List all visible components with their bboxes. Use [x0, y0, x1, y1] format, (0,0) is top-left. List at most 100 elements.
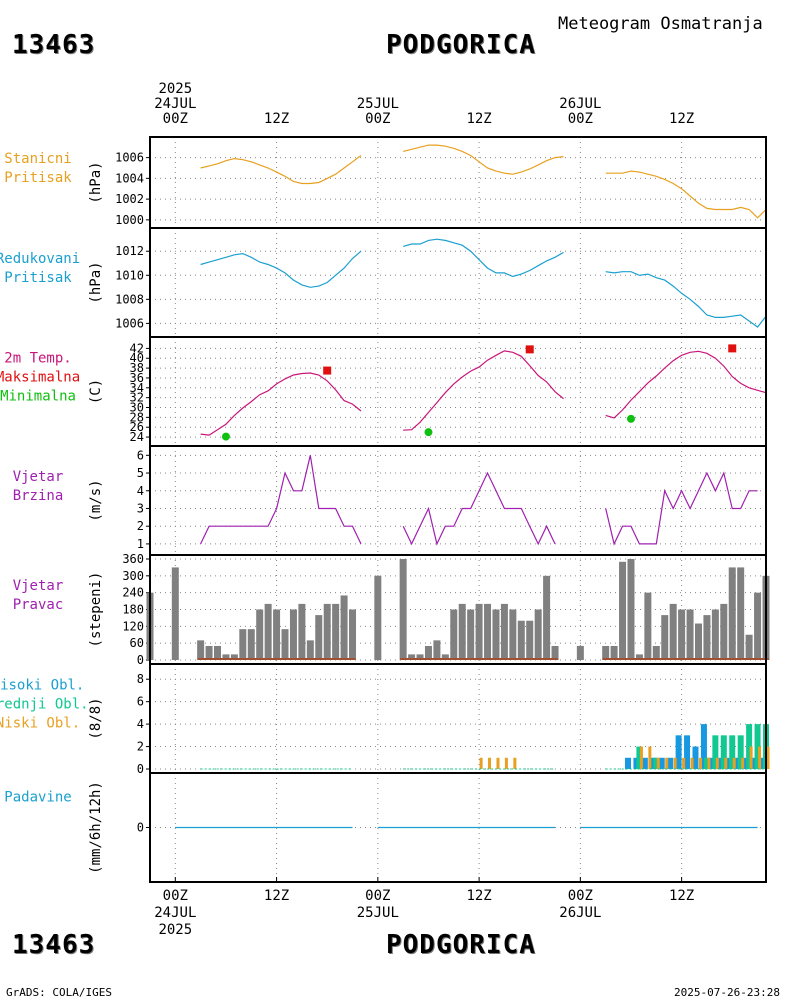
wind-direction-bar [484, 603, 492, 660]
wind-direction-bar [610, 645, 618, 660]
wind-direction-bar [306, 640, 314, 660]
cloud-bar [504, 757, 508, 769]
y-tick-label: 1 [137, 537, 144, 551]
panel-label: Pritisak [4, 270, 72, 286]
time-label-bottom: 12Z [264, 888, 289, 904]
wind-direction-bar [458, 603, 466, 660]
wind-direction-bar [644, 592, 652, 660]
wind-direction-bar [323, 603, 331, 660]
y-tick-label: 0 [137, 821, 144, 835]
wind-direction-bar [754, 592, 762, 660]
cloud-bar [749, 746, 753, 769]
wind-direction-bar [576, 645, 584, 660]
panel-frame [149, 663, 767, 774]
y-tick-label: 1010 [115, 268, 144, 282]
cloud-bar [766, 746, 770, 769]
panel-label: Pravac [13, 597, 64, 613]
wind-direction-bar [214, 645, 222, 660]
time-label-bottom: 2025 [158, 922, 192, 938]
panel-label: Vjetar [13, 578, 64, 594]
max-temp-marker [323, 366, 332, 375]
panel-wind-direction: 0 60 120 180 240 300 360 Vjetar Pravac (stepeni) [13, 552, 770, 667]
panel-label: Redukovani [0, 251, 80, 267]
wind-direction-bar [711, 609, 719, 660]
wind-direction-bar [652, 645, 660, 660]
panel-label: 2m Temp. [4, 351, 71, 367]
y-tick-label: 60 [130, 636, 144, 650]
time-label-top: 00Z [365, 111, 390, 127]
wind-direction-bar [340, 595, 348, 660]
wind-direction-bar [256, 609, 264, 660]
wind-direction-bar [171, 567, 179, 660]
panel-frame [149, 336, 767, 447]
y-tick-label: 1008 [115, 292, 144, 306]
wind-direction-bar [635, 654, 643, 660]
y-tick-label: 32 [130, 391, 144, 405]
panel-label: Padavine [4, 790, 71, 806]
station-name-bottom: PODGORICA [386, 930, 536, 960]
y-tick-label: 180 [122, 603, 144, 617]
panel-unit: (mm/6h/12h) [88, 781, 104, 874]
y-tick-label: 0 [137, 762, 144, 776]
series-line [200, 372, 362, 436]
panel-frame [149, 445, 767, 556]
y-tick-label: 34 [130, 381, 144, 395]
cloud-bar [496, 757, 500, 769]
panel-label: Maksimalna [0, 370, 80, 386]
wind-direction-bar [247, 629, 255, 660]
y-tick-label: 120 [122, 619, 144, 633]
y-tick-label: 2 [137, 740, 144, 754]
cloud-bar [665, 757, 669, 769]
time-label-top: 00Z [568, 111, 593, 127]
y-tick-label: 1006 [115, 316, 144, 330]
max-temp-marker [525, 345, 534, 354]
wind-direction-bar [678, 609, 686, 660]
y-tick-label: 28 [130, 410, 144, 424]
time-label-top: 12Z [264, 111, 289, 127]
cloud-bar [700, 724, 707, 769]
wind-direction-bar [703, 615, 711, 660]
cloud-bar [653, 757, 660, 769]
cloud-bar [707, 757, 711, 769]
cloud-bar [636, 746, 643, 769]
cloud-bar [479, 757, 483, 769]
series-line [403, 350, 564, 431]
panel-label: Visoki Obl. [0, 678, 84, 694]
footer-timestamp: 2025-07-26-23:28 [674, 986, 780, 999]
time-label-bottom: 12Z [669, 888, 694, 904]
y-tick-label: 40 [130, 351, 144, 365]
wind-direction-bar [222, 654, 230, 660]
y-tick-label: 5 [137, 466, 144, 480]
series-line [200, 155, 362, 185]
wind-direction-bar [619, 561, 627, 660]
wind-direction-bar [720, 603, 728, 660]
cloud-bar [758, 746, 762, 769]
cloud-bar [656, 757, 660, 769]
wind-direction-bar [551, 645, 559, 660]
y-tick-label: 38 [130, 361, 144, 375]
series-line [200, 250, 362, 288]
wind-direction-bar [315, 615, 323, 660]
wind-direction-bar [281, 629, 289, 660]
y-tick-label: 6 [137, 448, 144, 462]
station-id-bottom: 13463 [12, 930, 96, 960]
min-temp-marker [626, 414, 635, 423]
wind-direction-bar [197, 640, 205, 660]
wind-direction-bar [239, 629, 247, 660]
wind-direction-bar [500, 603, 508, 660]
wind-direction-bar [694, 623, 702, 660]
cloud-bar [698, 757, 702, 769]
wind-direction-bar [349, 609, 357, 660]
y-tick-label: 6 [137, 695, 144, 709]
wind-direction-bar [492, 609, 500, 660]
cloud-bar [754, 724, 761, 769]
cloud-bar [690, 757, 694, 769]
time-label-bottom: 00Z [365, 888, 390, 904]
footer-credit: GrADS: COLA/IGES [6, 986, 112, 999]
time-label-top: 25JUL [357, 96, 399, 112]
series-line [402, 471, 556, 546]
cloud-bar [673, 757, 677, 769]
wind-direction-bar [669, 603, 677, 660]
y-tick-label: 240 [122, 586, 144, 600]
